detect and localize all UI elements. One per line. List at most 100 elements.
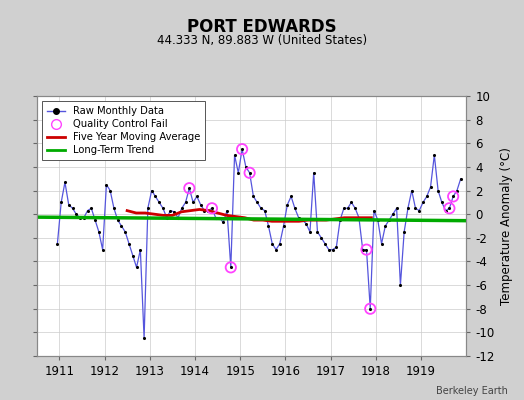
Point [260,208,269,214]
Point [272,246,280,253]
Point [208,205,216,212]
Point [283,202,291,208]
Point [76,214,84,221]
Point [449,193,457,200]
Point [389,211,397,217]
Point [121,229,129,235]
Point [264,223,272,229]
Point [422,193,431,200]
Point [257,205,265,212]
Point [99,246,107,253]
Point [136,246,145,253]
Point [193,193,201,200]
Point [72,211,81,217]
Point [68,205,77,212]
Point [178,205,186,212]
Point [125,240,133,247]
Point [343,205,352,212]
Point [162,214,171,221]
Point [114,217,122,223]
Point [64,202,73,208]
Point [441,208,450,214]
Point [185,185,193,191]
Point [204,208,212,214]
Point [370,208,378,214]
Point [453,187,461,194]
Point [291,205,299,212]
Point [155,199,163,206]
Point [185,185,193,191]
Point [321,240,329,247]
Point [110,205,118,212]
Point [91,217,100,223]
Point [170,209,179,215]
Point [430,152,439,158]
Point [336,217,344,223]
Point [223,208,231,214]
Point [287,193,296,200]
Point [313,229,322,235]
Point [238,146,246,152]
Point [392,205,401,212]
Point [294,214,303,221]
Point [445,205,454,212]
Point [310,170,318,176]
Point [332,244,341,250]
Point [159,205,167,212]
Point [83,208,92,214]
Point [242,164,250,170]
Point [57,199,66,206]
Point [249,193,258,200]
Point [276,240,284,247]
Point [427,184,435,190]
Point [102,182,111,188]
Point [80,214,88,221]
Point [306,229,314,235]
Text: Berkeley Earth: Berkeley Earth [436,386,508,396]
Point [106,187,114,194]
Point [238,146,246,152]
Point [166,208,174,214]
Point [403,205,412,212]
Point [351,205,359,212]
Point [268,240,277,247]
Point [419,199,427,206]
Legend: Raw Monthly Data, Quality Control Fail, Five Year Moving Average, Long-Term Tren: Raw Monthly Data, Quality Control Fail, … [42,101,205,160]
Point [366,306,375,312]
Point [438,199,446,206]
Point [347,199,356,206]
Point [117,223,126,229]
Point [95,229,103,235]
Point [212,214,220,221]
Point [355,214,363,221]
Point [234,170,243,176]
Point [231,152,239,158]
Point [226,264,235,270]
Point [456,176,465,182]
Point [215,214,224,221]
Point [358,246,367,253]
Point [329,246,337,253]
Point [53,240,62,247]
Point [362,246,370,253]
Point [340,205,348,212]
Point [396,282,405,288]
Point [385,217,394,223]
Point [181,199,190,206]
Point [362,246,370,253]
Point [245,170,254,176]
Point [189,199,197,206]
Point [147,187,156,194]
Point [144,205,152,212]
Point [253,199,261,206]
Y-axis label: Temperature Anomaly (°C): Temperature Anomaly (°C) [500,147,514,305]
Point [87,205,95,212]
Point [434,187,442,194]
Point [196,202,205,208]
Point [377,240,386,247]
Point [366,306,375,312]
Point [449,193,457,200]
Point [133,264,141,270]
Point [324,246,333,253]
Point [219,219,227,226]
